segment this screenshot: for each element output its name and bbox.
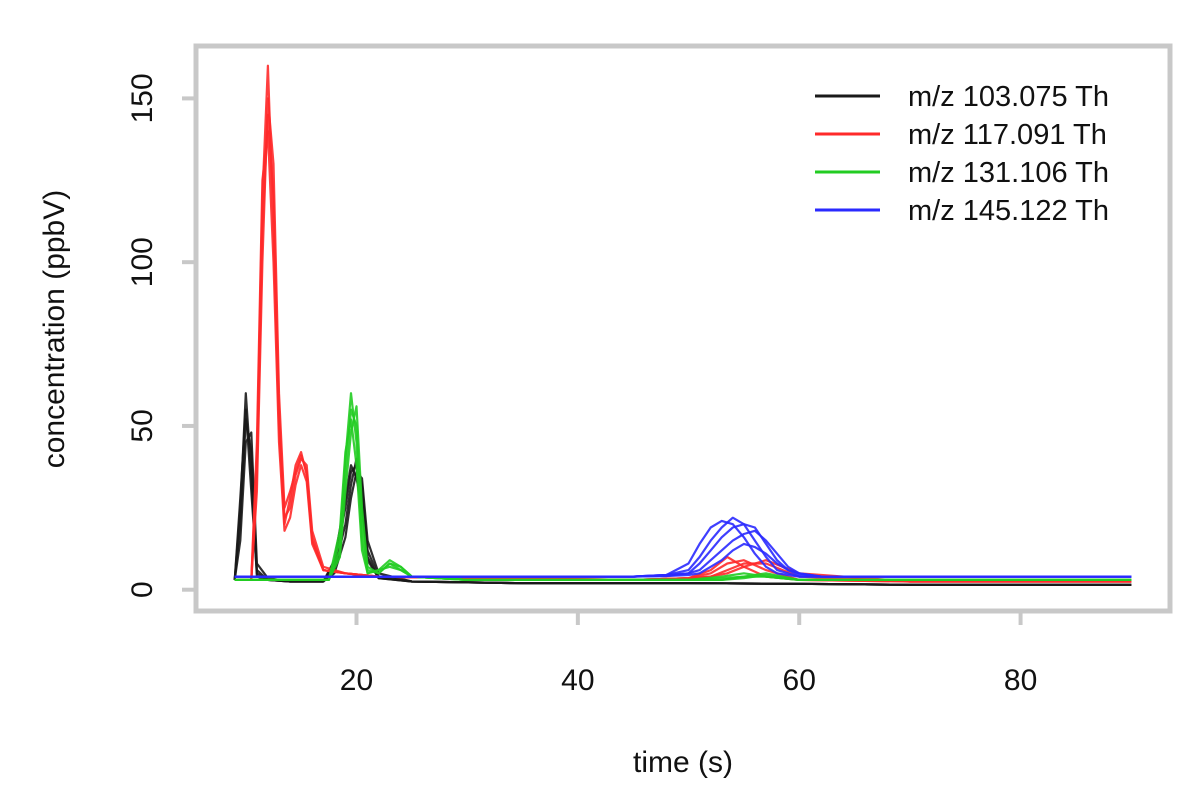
legend: m/z 103.075 Th m/z 117.091 Th m/z 131.106 … xyxy=(815,81,1109,227)
legend-item-4: m/z 145.122 Th xyxy=(815,195,1109,227)
series-4 xyxy=(234,516,1132,578)
legend-item-1: m/z 103.075 Th xyxy=(815,81,1109,113)
y-tick-label: 100 xyxy=(126,237,159,287)
legend-label: m/z 117.091 Th xyxy=(908,119,1107,151)
y-axis: 0 50 100 150 xyxy=(126,73,194,598)
series-3 xyxy=(234,392,1132,581)
series-4-trace-5 xyxy=(234,542,1132,578)
series-layer xyxy=(233,64,1132,586)
x-tick-label: 60 xyxy=(783,664,816,697)
x-axis-label: time (s) xyxy=(633,746,733,779)
plot-frame xyxy=(193,43,1173,614)
series-2-trace-4 xyxy=(234,97,1132,583)
legend-label: m/z 145.122 Th xyxy=(908,195,1109,227)
x-tick-label: 80 xyxy=(1004,664,1037,697)
y-tick-label: 150 xyxy=(126,73,159,123)
x-tick-label: 20 xyxy=(340,664,373,697)
legend-label: m/z 103.075 Th xyxy=(908,81,1109,113)
x-axis: 20 40 60 80 xyxy=(340,613,1037,697)
y-tick-label: 50 xyxy=(126,409,159,442)
legend-item-2: m/z 117.091 Th xyxy=(815,119,1107,151)
series-3-trace-4 xyxy=(234,405,1132,581)
y-axis-label: concentration (ppbV) xyxy=(38,190,71,469)
x-tick-label: 40 xyxy=(561,664,594,697)
y-tick-label: 0 xyxy=(126,581,159,598)
legend-item-3: m/z 131.106 Th xyxy=(815,157,1109,189)
legend-label: m/z 131.106 Th xyxy=(908,157,1109,189)
